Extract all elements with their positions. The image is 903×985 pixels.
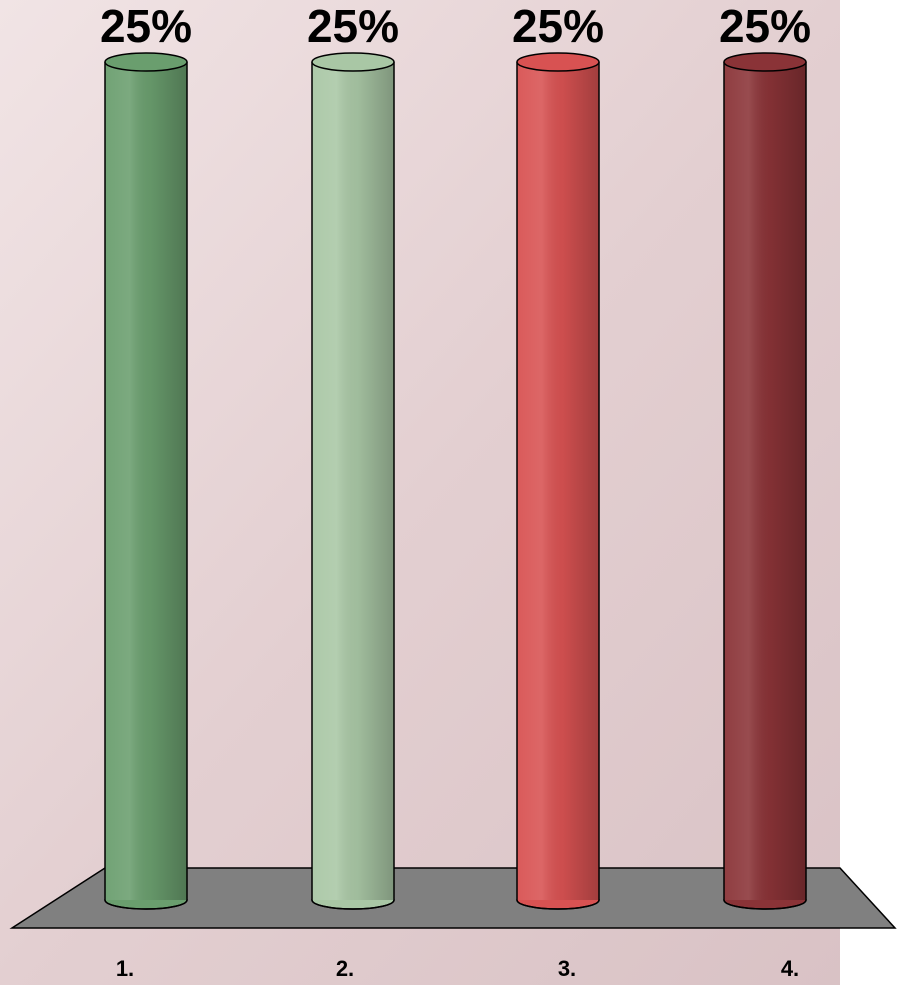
bar-bottom-edge [311, 899, 395, 910]
bar-shade [105, 62, 187, 900]
value-label: 25% [307, 0, 399, 52]
x-tick-label: 2. [336, 956, 354, 981]
bar-outline [104, 62, 188, 900]
x-tick-label: 4. [781, 956, 799, 981]
value-label: 25% [512, 0, 604, 52]
value-label: 25% [100, 0, 192, 52]
bar-outline [516, 62, 600, 900]
bar-bottom-edge [104, 899, 188, 910]
x-tick-label: 1. [116, 956, 134, 981]
bar-cap [723, 52, 807, 72]
bar-bottom-edge [516, 899, 600, 910]
bar-cap [516, 52, 600, 72]
bar-cap [311, 52, 395, 72]
bar-shade [312, 62, 394, 900]
bar-shade [517, 62, 599, 900]
bar-bottom-edge [723, 899, 807, 910]
x-tick-label: 3. [558, 956, 576, 981]
bar-outline [311, 62, 395, 900]
bar-outline [723, 62, 807, 900]
bar-cap [104, 52, 188, 72]
value-label: 25% [719, 0, 811, 52]
bar-shade [724, 62, 806, 900]
